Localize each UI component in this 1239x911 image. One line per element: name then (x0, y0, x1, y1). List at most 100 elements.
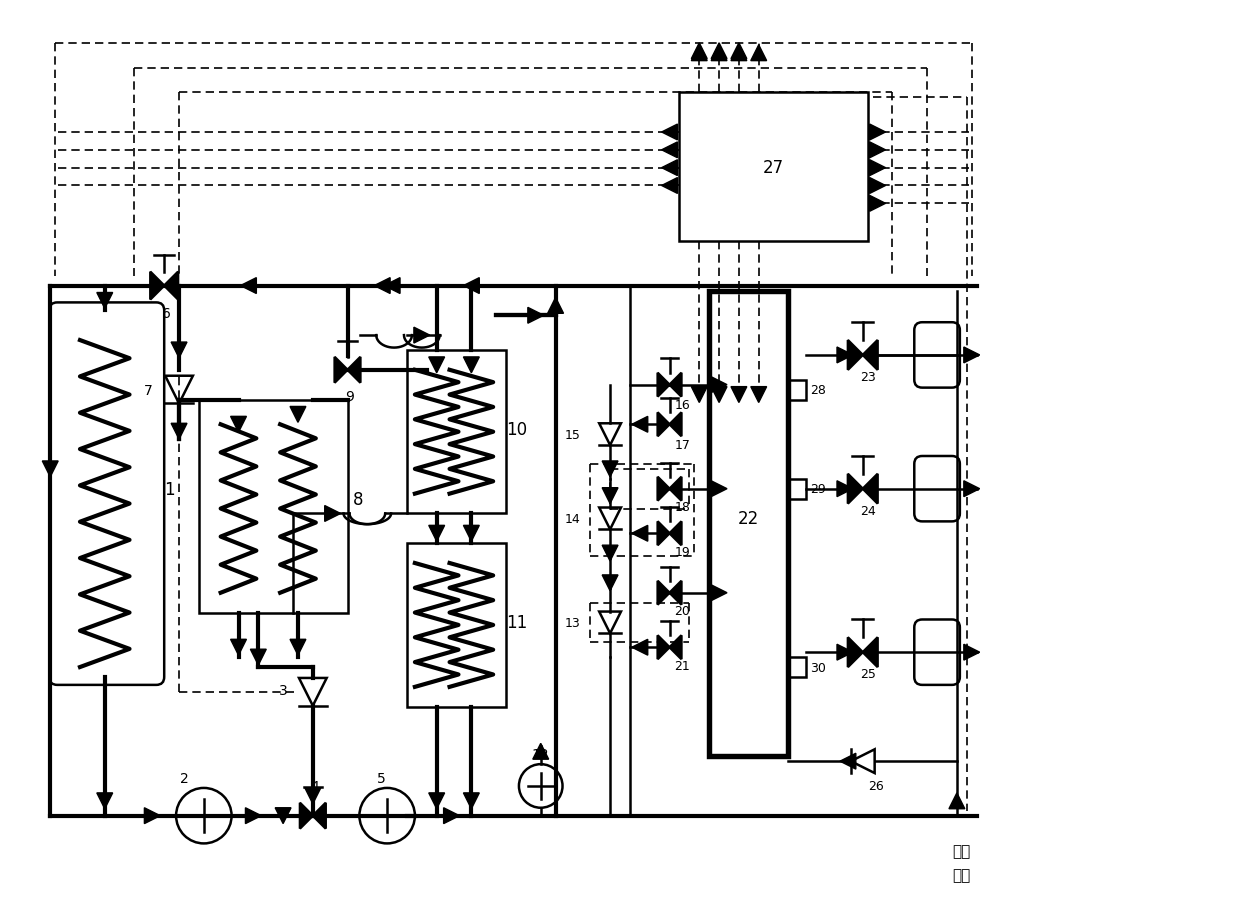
Polygon shape (964, 481, 980, 497)
Polygon shape (870, 125, 886, 141)
Polygon shape (429, 357, 445, 374)
Polygon shape (847, 475, 862, 504)
Text: 30: 30 (810, 660, 826, 674)
Polygon shape (662, 125, 678, 141)
Polygon shape (632, 417, 648, 433)
Polygon shape (862, 638, 877, 668)
Polygon shape (711, 387, 727, 403)
Polygon shape (669, 477, 681, 501)
Text: 27: 27 (763, 159, 784, 177)
Polygon shape (691, 387, 707, 403)
Text: 6: 6 (162, 307, 171, 321)
Polygon shape (847, 341, 862, 371)
Polygon shape (97, 793, 113, 809)
Bar (788, 658, 807, 677)
Polygon shape (305, 788, 321, 804)
Text: 24: 24 (860, 505, 876, 517)
Polygon shape (662, 179, 678, 194)
Polygon shape (250, 650, 266, 665)
Polygon shape (444, 808, 460, 824)
Polygon shape (230, 417, 247, 433)
Text: 18: 18 (674, 500, 690, 514)
Polygon shape (171, 424, 187, 440)
Polygon shape (751, 387, 767, 403)
Polygon shape (602, 462, 618, 477)
Polygon shape (145, 808, 160, 824)
Polygon shape (347, 357, 361, 384)
Text: 12: 12 (532, 747, 550, 762)
Polygon shape (731, 387, 747, 403)
Text: 9: 9 (344, 389, 354, 403)
Bar (788, 380, 807, 400)
Text: 23: 23 (860, 371, 876, 384)
Polygon shape (949, 793, 965, 809)
Polygon shape (691, 46, 707, 62)
Text: 17: 17 (674, 438, 690, 451)
Polygon shape (838, 348, 852, 363)
Polygon shape (429, 526, 445, 542)
Text: 4: 4 (311, 779, 320, 793)
Bar (406, 351, 506, 514)
Polygon shape (838, 481, 852, 497)
Text: 3: 3 (279, 683, 287, 697)
Polygon shape (300, 803, 312, 829)
Polygon shape (548, 298, 564, 314)
Polygon shape (669, 636, 681, 660)
Polygon shape (870, 179, 886, 194)
Polygon shape (658, 477, 669, 501)
Text: 16: 16 (674, 398, 690, 412)
Text: 流入: 流入 (953, 867, 971, 883)
Polygon shape (662, 143, 678, 159)
Polygon shape (711, 585, 727, 601)
Polygon shape (840, 753, 856, 769)
Polygon shape (658, 374, 669, 397)
Polygon shape (669, 581, 681, 605)
Polygon shape (964, 645, 980, 660)
Polygon shape (602, 575, 618, 591)
Polygon shape (240, 279, 256, 294)
Bar (709, 292, 788, 756)
Bar (679, 93, 867, 241)
Text: 7: 7 (144, 384, 152, 397)
Text: 11: 11 (506, 614, 528, 631)
Polygon shape (662, 160, 678, 177)
Polygon shape (290, 640, 306, 655)
Polygon shape (42, 462, 58, 477)
Text: 14: 14 (565, 512, 580, 526)
Text: 22: 22 (738, 510, 760, 527)
Polygon shape (862, 475, 877, 504)
Polygon shape (275, 808, 291, 824)
Polygon shape (602, 546, 618, 561)
Text: 28: 28 (810, 384, 826, 396)
Polygon shape (691, 44, 707, 59)
Text: 13: 13 (565, 616, 580, 630)
Polygon shape (602, 488, 618, 504)
Polygon shape (290, 407, 306, 423)
Text: 25: 25 (860, 668, 876, 681)
Polygon shape (870, 196, 886, 212)
Polygon shape (335, 357, 347, 384)
Polygon shape (230, 640, 247, 655)
Polygon shape (374, 279, 390, 294)
Polygon shape (312, 803, 326, 829)
Text: 21: 21 (674, 659, 690, 671)
Text: 19: 19 (674, 545, 690, 558)
Polygon shape (533, 743, 549, 760)
Polygon shape (245, 808, 261, 824)
Polygon shape (171, 343, 187, 359)
Polygon shape (658, 413, 669, 436)
Polygon shape (711, 44, 727, 59)
Polygon shape (463, 279, 479, 294)
Polygon shape (870, 160, 886, 177)
Polygon shape (669, 413, 681, 436)
Polygon shape (150, 272, 165, 300)
Polygon shape (414, 328, 430, 343)
Polygon shape (658, 581, 669, 605)
Polygon shape (862, 341, 877, 371)
Text: 1: 1 (165, 480, 175, 498)
Polygon shape (384, 279, 400, 294)
Bar (788, 479, 807, 499)
Polygon shape (463, 357, 479, 374)
Polygon shape (711, 46, 727, 62)
Polygon shape (669, 522, 681, 546)
